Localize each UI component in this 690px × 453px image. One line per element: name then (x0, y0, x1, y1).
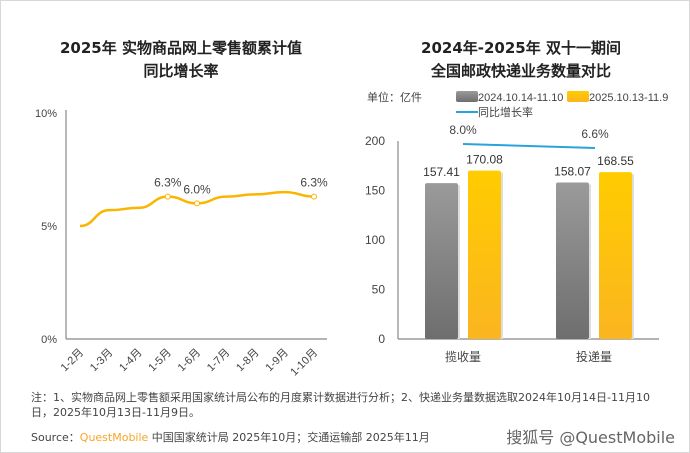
y-tick-label: 100 (365, 233, 385, 247)
bar-chart-title: 2024年-2025年 双十一期间 全国邮政快递业务数量对比 (371, 37, 671, 83)
growth-rate-label: 6.6% (581, 127, 609, 141)
y-tick-label: 50 (372, 283, 386, 297)
bar (425, 183, 458, 339)
watermark: 搜狐号 @QuestMobile (506, 428, 675, 447)
legend-swatch (456, 91, 478, 102)
unit-label: 单位：亿件 (367, 90, 422, 104)
data-point (194, 200, 200, 207)
bar-value-label: 158.07 (554, 165, 591, 179)
x-tick-label: 1-7月 (205, 347, 233, 375)
x-tick-label: 1-8月 (234, 347, 262, 375)
source-prefix: Source： (31, 431, 80, 444)
data-point (311, 193, 317, 200)
bar (468, 170, 501, 339)
title-line: 2024年-2025年 双十一期间 (421, 39, 621, 57)
x-tick-label: 1-4月 (117, 347, 145, 375)
data-label: 6.3% (154, 176, 182, 190)
x-tick-label: 1-3月 (88, 347, 116, 375)
source-rest: 中国国家统计局 2025年10月；交通运输部 2025年11月 (148, 431, 430, 444)
bar (599, 172, 632, 339)
bar (556, 182, 589, 339)
footnote: 注：1、实物商品网上零售额采用国家统计局公布的月度累计数据进行分析；2、快递业务… (31, 391, 650, 419)
source-line: Source：QuestMobile 中国国家统计局 2025年10月；交通运输… (31, 429, 430, 445)
x-tick-label: 1-5月 (146, 347, 174, 375)
legend-swatch (567, 91, 589, 102)
x-tick-label: 1-10月 (288, 347, 320, 379)
y-tick-label: 150 (365, 184, 385, 198)
y-tick-label: 10% (35, 108, 57, 120)
data-point (164, 193, 171, 200)
y-tick-label: 200 (365, 134, 385, 148)
bar-value-label: 157.41 (423, 165, 460, 179)
line-series (79, 190, 315, 228)
x-tick-label: 投递量 (576, 349, 612, 364)
legend-label: 同比增长率 (478, 105, 533, 119)
line-chart-title: 2025年 实物商品网上零售额累计值 同比增长率 (31, 37, 331, 83)
x-tick-label: 1-2月 (59, 347, 87, 375)
data-label: 6.0% (183, 182, 211, 196)
legend-label: 2025.10.13-11.9 (589, 92, 668, 104)
x-tick-label: 1-6月 (176, 347, 204, 375)
title-line: 全国邮政快递业务数量对比 (430, 62, 611, 80)
source-brand: QuestMobile (79, 431, 149, 444)
growth-rate-line (462, 143, 596, 149)
title-line: 同比增长率 (143, 62, 219, 80)
y-tick-label: 0 (378, 332, 385, 346)
bar-value-label: 168.55 (597, 154, 634, 168)
growth-rate-label: 8.0% (449, 123, 477, 137)
y-tick-label: 5% (41, 221, 57, 233)
legend-label: 2024.10.14-11.10 (478, 92, 563, 104)
x-tick-label: 揽收量 (445, 350, 481, 364)
bar-value-label: 170.08 (466, 153, 503, 167)
y-tick-label: 0% (41, 334, 57, 346)
title-line: 2025年 实物商品网上零售额累计值 (60, 39, 302, 57)
x-tick-label: 1-9月 (263, 347, 291, 375)
data-label: 6.3% (300, 176, 328, 190)
